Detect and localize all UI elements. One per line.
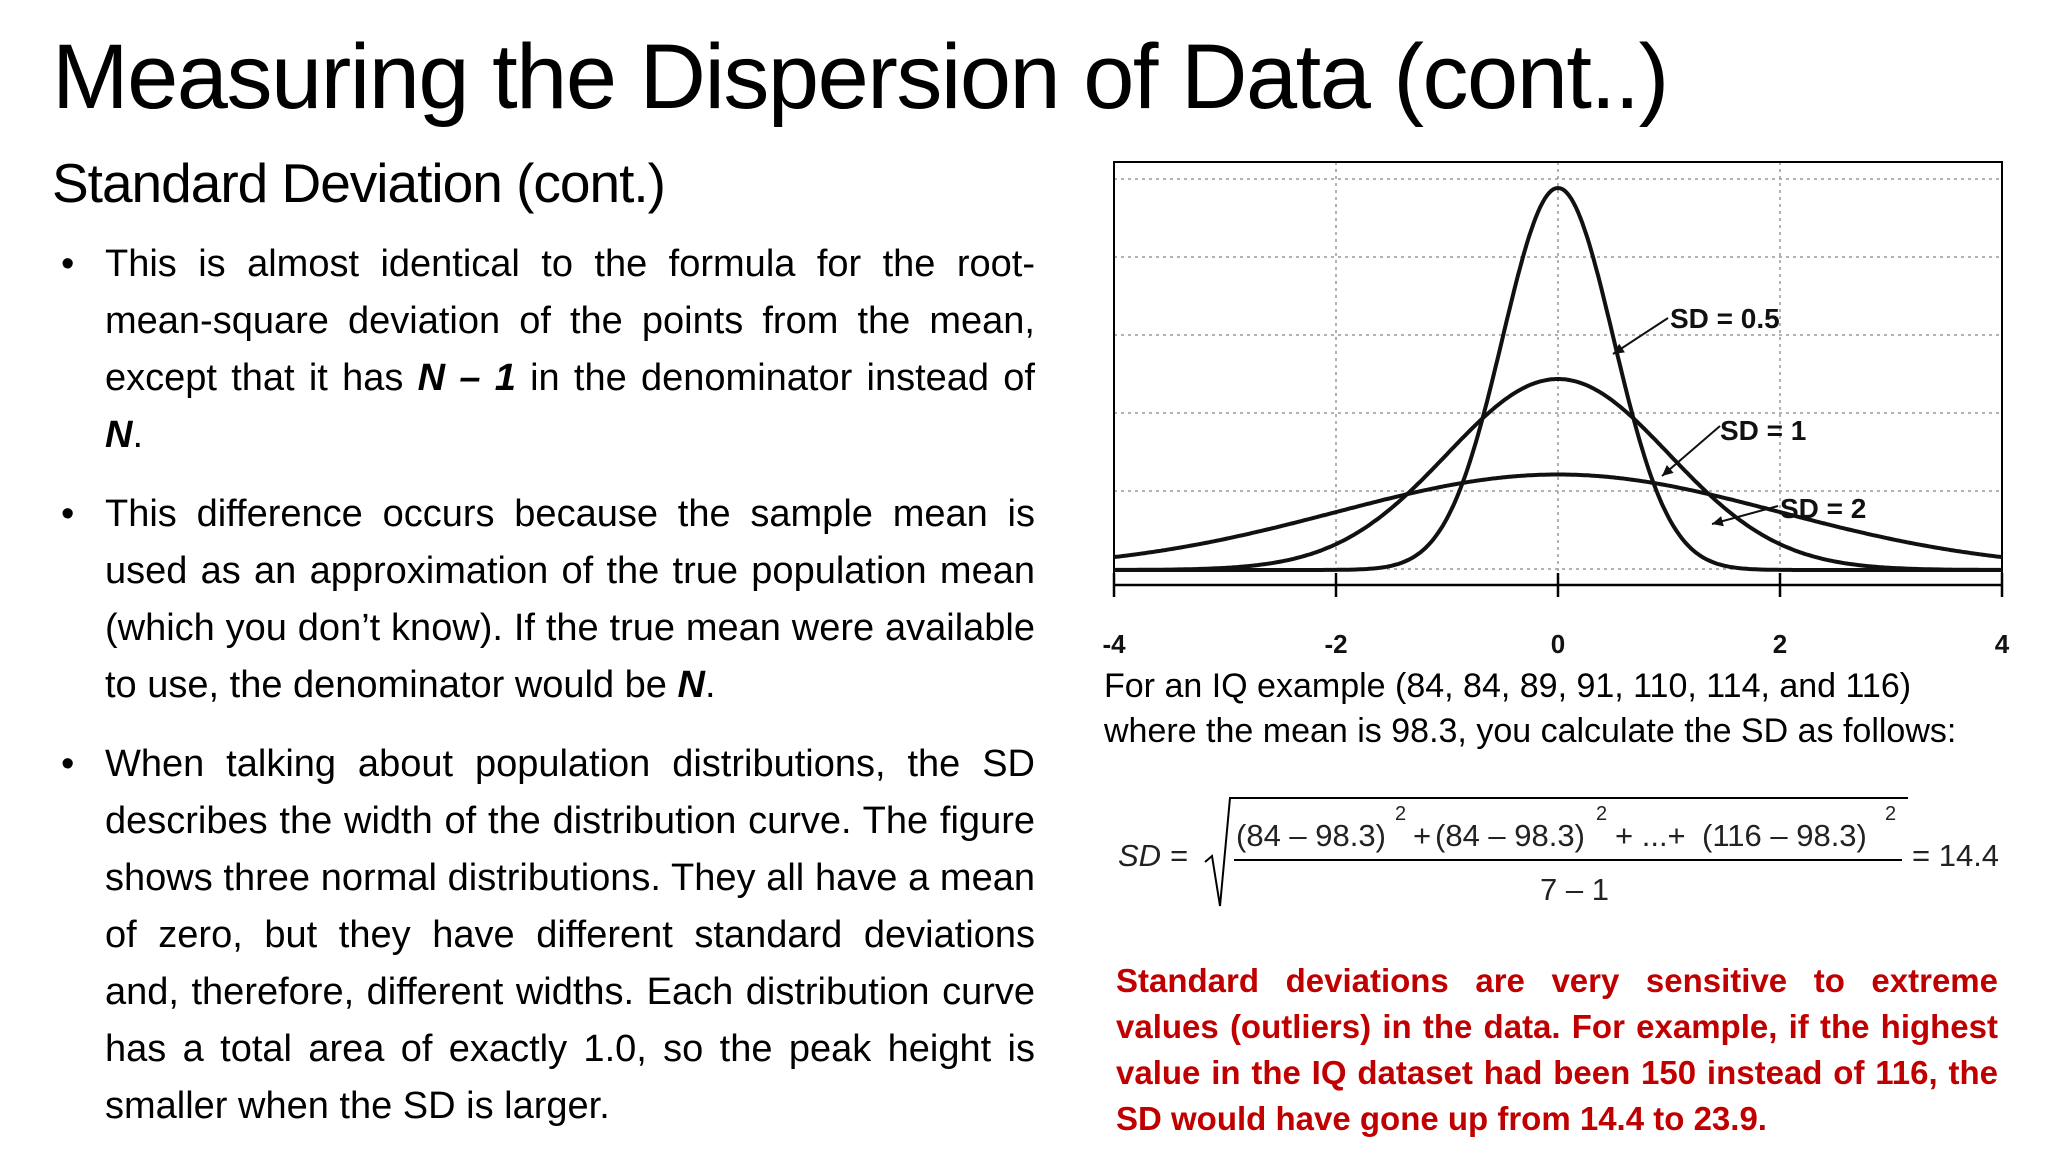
bullet-item-2: • This difference occurs because the sam… [61, 486, 1035, 714]
term-1: (84 – 98.3) [1236, 818, 1386, 853]
radical-sign [1204, 797, 1908, 907]
bullet-item-1: • This is almost identical to the formul… [61, 236, 1035, 464]
leader-arrowhead [1712, 516, 1724, 527]
sd-formula: SD = (84 – 98.3) 2 + (84 – 98.3) 2 + ...… [1110, 790, 2020, 920]
bullet-1-text-b: in the denominator instead of [515, 357, 1035, 399]
bullet-2-text-b: . [704, 664, 716, 706]
bullet-2-text-a: This difference occurs because the sampl… [105, 493, 1035, 706]
plus-1: + [1413, 818, 1431, 853]
exponent-1: 2 [1395, 803, 1406, 825]
x-tick-label: 2 [1773, 629, 1787, 659]
exponent-3: 2 [1885, 803, 1896, 825]
outlier-note: Standard deviations are very sensitive t… [1116, 962, 1998, 1137]
bullet-dot: • [61, 743, 75, 785]
bullet-list: • This is almost identical to the formul… [61, 236, 1035, 1155]
formula-svg: SD = (84 – 98.3) 2 + (84 – 98.3) 2 + ...… [1118, 797, 1999, 907]
x-tick-label: -2 [1324, 629, 1347, 659]
curves [1113, 185, 2003, 572]
bullet-1-emph-n: N [105, 414, 133, 456]
term-2: (84 – 98.3) [1435, 818, 1585, 853]
x-tick-label: -4 [1102, 629, 1126, 659]
leader-line [1711, 505, 1779, 525]
bullet-2-emph-n: N [677, 664, 705, 706]
bullet-1-text-c: . [132, 414, 144, 456]
x-tick-label: 4 [1995, 629, 2010, 659]
curve-2 [1113, 472, 2003, 560]
slide-title: Measuring the Dispersion of Data (cont..… [52, 26, 1669, 128]
bullet-dot: • [61, 493, 75, 535]
curve-0-5 [1114, 185, 2002, 572]
leader-line [1661, 425, 1721, 477]
bullet-item-3: • When talking about population distribu… [61, 736, 1035, 1135]
plus-ellipsis: + ...+ [1615, 818, 1686, 853]
term-3: (116 – 98.3) [1702, 818, 1867, 853]
series-label: SD = 0.5 [1670, 303, 1780, 334]
iq-example-caption: For an IQ example (84, 84, 89, 91, 110, … [1104, 664, 2024, 754]
denominator: 7 – 1 [1540, 872, 1609, 907]
chart-grid [1114, 162, 2002, 585]
leader-arrowhead [1613, 343, 1625, 354]
x-tick-label: 0 [1551, 629, 1565, 659]
leader-arrowhead [1662, 465, 1674, 476]
caption-line-1: For an IQ example (84, 84, 89, 91, 110, … [1104, 667, 1912, 705]
caption-line-2: where the mean is 98.3, you calculate th… [1104, 712, 1957, 750]
series-label: SD = 2 [1780, 493, 1866, 524]
series-label: SD = 1 [1720, 415, 1806, 446]
slide-subtitle: Standard Deviation (cont.) [52, 152, 666, 214]
bullet-dot: • [61, 243, 75, 285]
curve-1 [1114, 377, 2002, 572]
bullet-3-text: When talking about population distributi… [105, 743, 1035, 1127]
normal-distribution-chart: -4 -2 0 2 4 SD = 0.5 SD = 1 SD = 2 [1080, 150, 2020, 670]
bullet-1-emph-n-minus-1: N – 1 [417, 357, 516, 399]
formula-lhs: SD = [1118, 838, 1188, 873]
bullet-1-text-a: This is almost identical to the formula … [105, 243, 1035, 399]
leader-line [1612, 317, 1669, 355]
x-ticks: -4 -2 0 2 4 [1102, 573, 2010, 659]
chart-svg: -4 -2 0 2 4 SD = 0.5 SD = 1 SD = 2 [1102, 161, 2010, 659]
series-labels: SD = 0.5 SD = 1 SD = 2 [1612, 303, 1866, 527]
exponent-2: 2 [1596, 803, 1607, 825]
formula-result: = 14.4 [1912, 838, 1999, 873]
